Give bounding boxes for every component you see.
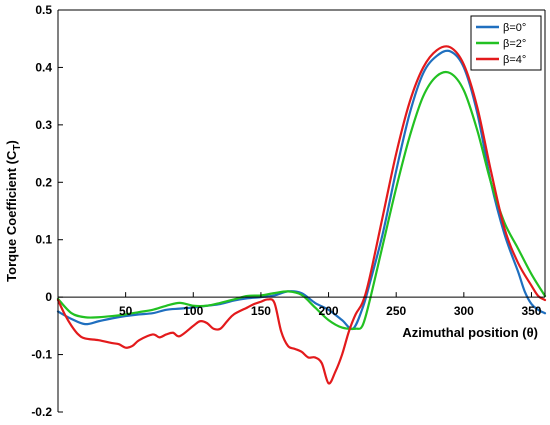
ticks: 0.5 0.4 0.3 0.2 0.1 0 -0.1 -0.2 50 100 150 200 250 30… (31, 3, 541, 419)
legend-label-2: β=4° (503, 54, 526, 66)
y-tick-label: -0.1 (31, 348, 52, 362)
axes (57, 9, 546, 412)
x-tick-label: 250 (386, 304, 406, 318)
series-line-1 (56, 70, 547, 330)
y-tick-label: 0.2 (35, 175, 52, 189)
y-tick-label: 0.5 (35, 3, 52, 17)
legend-label-0: β=0° (503, 22, 526, 34)
x-tick-label: 150 (251, 304, 271, 318)
y-axis-label: Torque Coefficient (CT) (4, 140, 23, 282)
y-axis-label-subscript: T (12, 145, 23, 151)
series-line-2 (56, 45, 547, 385)
y-tick-label: 0 (45, 290, 52, 304)
y-tick-label: 0.3 (35, 118, 52, 132)
y-tick-label: 0.1 (35, 233, 52, 247)
x-tick-label: 100 (183, 304, 203, 318)
x-tick-label: 350 (521, 304, 541, 318)
y-axis-label-close: ) (4, 140, 19, 144)
y-tick-label: 0.4 (35, 60, 52, 74)
x-tick-label: 50 (119, 304, 133, 318)
x-tick-label: 300 (454, 304, 474, 318)
x-tick-label: 200 (319, 304, 339, 318)
y-axis-label-main: Torque Coefficient (C (4, 150, 19, 282)
series-layer (56, 45, 547, 385)
x-axis-label: Azimuthal position (θ) (402, 325, 538, 340)
y-tick-label: -0.2 (31, 405, 52, 419)
legend: β=0° β=2° β=4° (470, 15, 542, 71)
legend-label-1: β=2° (503, 38, 526, 50)
series-line-0 (56, 49, 547, 331)
